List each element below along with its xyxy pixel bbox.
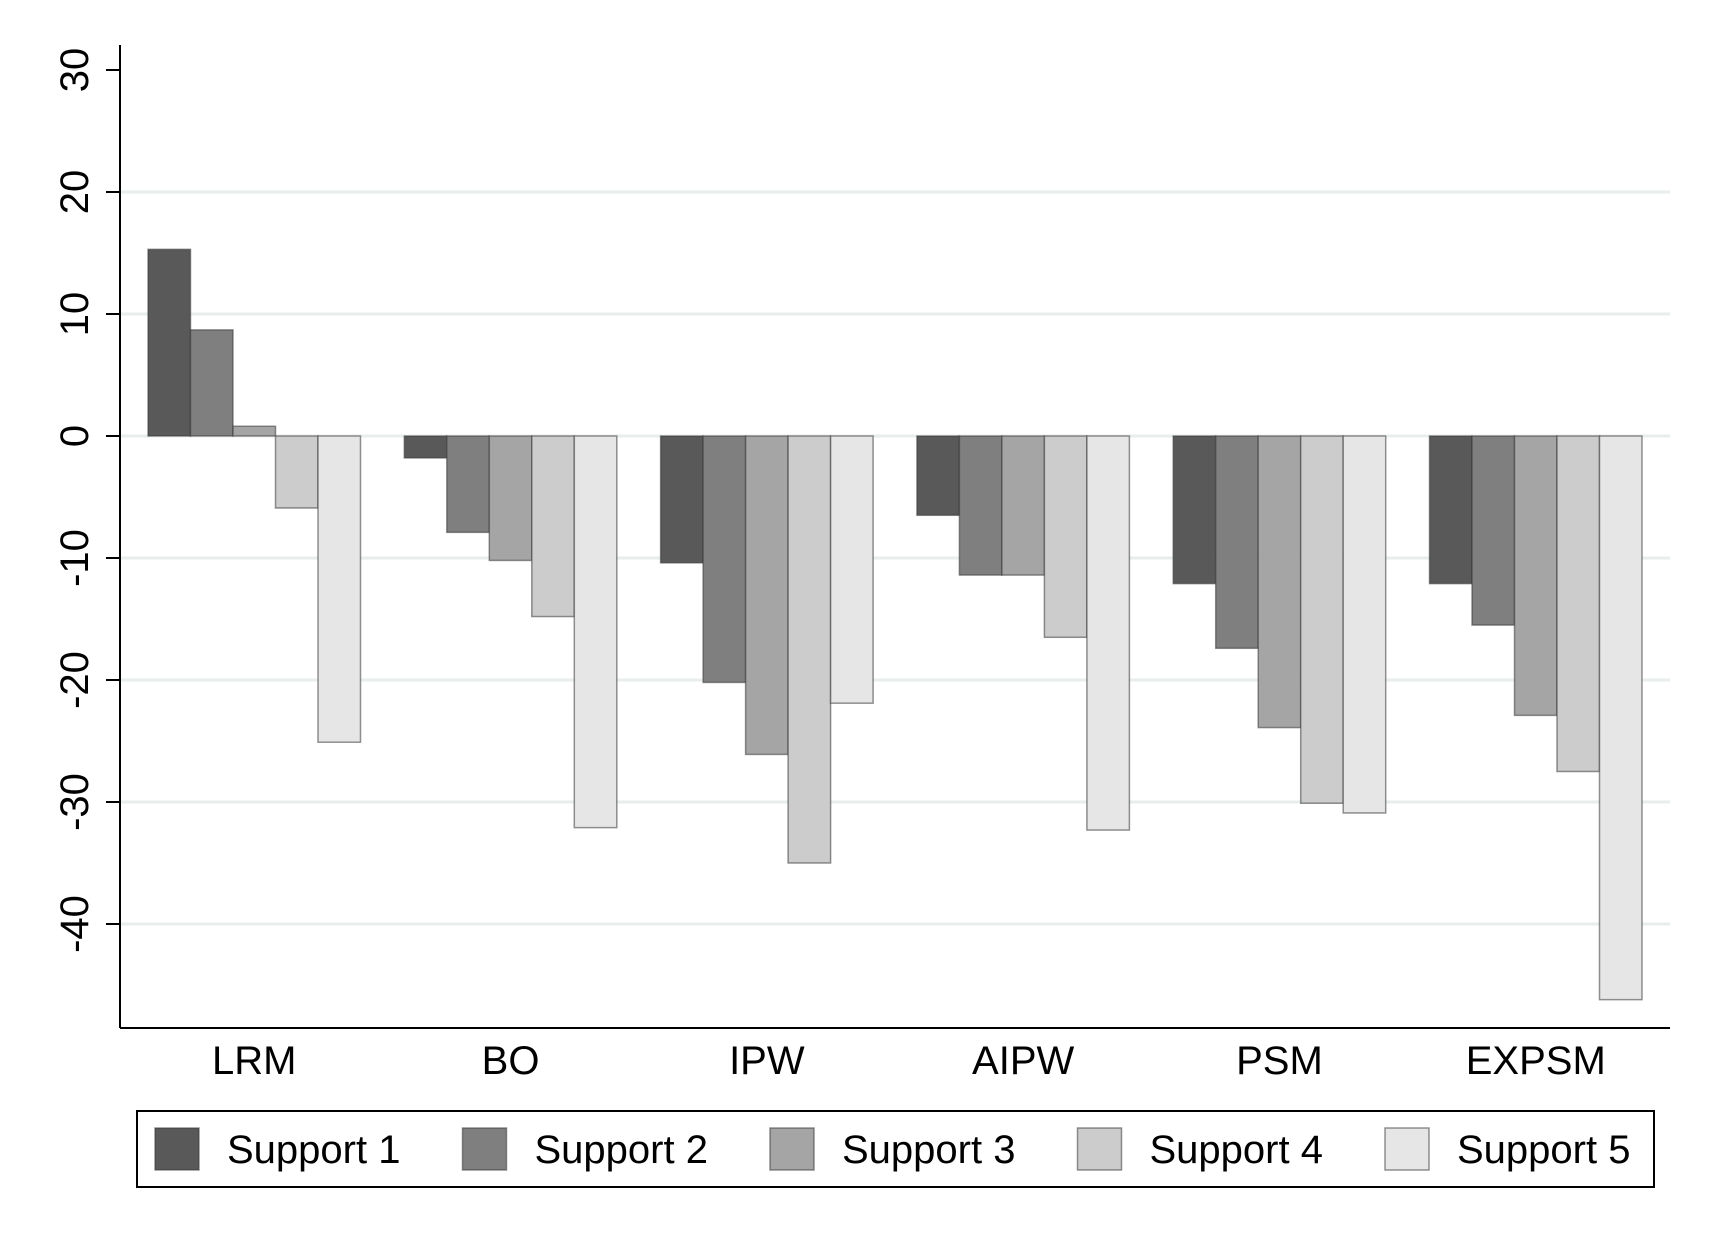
legend-swatch-3 xyxy=(769,1127,815,1171)
legend-label-4: Support 4 xyxy=(1150,1128,1323,1172)
bar-expsm-series-2 xyxy=(1471,435,1516,626)
bar-aipw-series-4 xyxy=(1043,435,1088,639)
bar-lrm-series-2 xyxy=(189,329,234,437)
x-tick-label-aipw: AIPW xyxy=(972,1039,1074,1083)
x-tick-label-psm: PSM xyxy=(1236,1039,1323,1083)
x-tick-label-lrm: LRM xyxy=(212,1039,296,1083)
x-tick-label-ipw: IPW xyxy=(729,1039,805,1083)
bar-psm-series-1 xyxy=(1172,435,1217,585)
legend-label-3: Support 3 xyxy=(842,1128,1015,1172)
bar-expsm-series-5 xyxy=(1598,435,1643,1001)
gridlines xyxy=(120,190,1670,926)
y-tick-label-0: 0 xyxy=(53,425,97,447)
bar-expsm-series-4 xyxy=(1556,435,1601,773)
bar-lrm-series-4 xyxy=(274,435,319,509)
x-tick-label-expsm: EXPSM xyxy=(1466,1039,1606,1083)
legend-swatch-4 xyxy=(1076,1127,1123,1171)
bar-aipw-series-2 xyxy=(958,435,1003,576)
y-tick-label--20: -20 xyxy=(53,651,97,709)
bar-expsm-series-3 xyxy=(1513,435,1558,717)
y-tick-label--10: -10 xyxy=(53,529,97,587)
y-tick-label--30: -30 xyxy=(53,773,97,831)
legend-swatch-5 xyxy=(1384,1127,1430,1171)
legend: Support 1 Support 2 Support 3 Support 4 Supp… xyxy=(136,1110,1655,1188)
legend-label-2: Support 2 xyxy=(535,1128,708,1172)
bar-psm-series-3 xyxy=(1257,435,1302,729)
bar-psm-series-4 xyxy=(1299,435,1344,804)
y-tick-label-20: 20 xyxy=(53,170,97,215)
x-tick-label-bo: BO xyxy=(482,1039,540,1083)
bar-aipw-series-1 xyxy=(916,435,961,517)
bar-aipw-series-5 xyxy=(1086,435,1131,831)
legend-swatch-2 xyxy=(461,1127,508,1171)
bar-ipw-series-3 xyxy=(744,435,789,756)
bar-bo-series-1 xyxy=(403,435,448,459)
bar-ipw-series-4 xyxy=(787,435,832,864)
bar-bo-series-2 xyxy=(446,435,491,534)
bars xyxy=(147,248,1643,1001)
y-tick-label-30: 30 xyxy=(53,48,97,93)
bar-ipw-series-2 xyxy=(702,435,747,684)
legend-swatch-1 xyxy=(154,1127,200,1171)
bar-ipw-series-1 xyxy=(659,435,704,564)
bar-aipw-series-3 xyxy=(1001,435,1046,576)
bar-expsm-series-1 xyxy=(1428,435,1473,585)
bar-psm-series-2 xyxy=(1214,435,1259,650)
y-tick-label-10: 10 xyxy=(53,292,97,337)
legend-label-1: Support 1 xyxy=(227,1128,400,1172)
bar-lrm-series-5 xyxy=(317,435,362,743)
legend-label-5: Support 5 xyxy=(1457,1128,1630,1172)
bar-lrm-series-1 xyxy=(147,248,192,437)
y-tick-label--40: -40 xyxy=(53,895,97,953)
bar-bo-series-4 xyxy=(531,435,576,618)
bar-psm-series-5 xyxy=(1342,435,1387,814)
bar-ipw-series-5 xyxy=(829,435,874,704)
axes: LRM BO IPW AIPW PSM EXPSM -40 -30 -20 -10 0 10 20 30 xyxy=(53,45,1670,1083)
bar-lrm-series-3 xyxy=(232,425,277,437)
bar-bo-series-5 xyxy=(573,435,618,829)
bar-bo-series-3 xyxy=(488,435,533,562)
